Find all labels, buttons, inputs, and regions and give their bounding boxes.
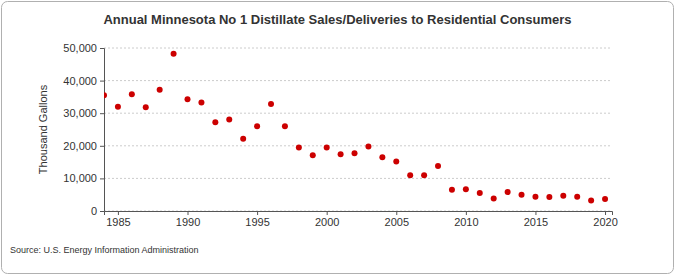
x-tick-mark [466,211,467,215]
title: Annual Minnesota No 1 Distillate Sales/D… [103,12,571,27]
x-tick: 1985 [106,211,130,228]
point [240,136,246,142]
point [421,172,427,178]
point [477,190,483,196]
point [324,144,330,150]
point [560,193,566,199]
point [379,154,385,160]
y-tick-mark [100,48,104,49]
y-tick-mark [100,81,104,82]
y-tick: 20,000 [63,140,104,152]
y-axis-line [100,49,105,212]
points [104,51,608,204]
point [532,194,538,200]
grid [104,48,612,211]
y-tick: 10,000 [63,172,104,184]
grid-line [104,178,612,179]
frame [2,2,674,274]
point [407,172,413,178]
x-tick: 1990 [176,211,200,228]
grid-line [104,145,612,146]
x-tick: 2020 [593,211,617,228]
y-axis-title: Thousand Gallons [37,84,49,174]
point [449,187,455,193]
y-tick-label: 50,000 [63,42,97,54]
x-tick-mark [118,211,119,215]
x-tick-label: 2005 [385,216,409,228]
point [226,116,232,122]
point [185,96,191,102]
point [463,186,469,192]
chart: Annual Minnesota No 1 Distillate Sales/D… [0,0,675,275]
x-tick-mark [327,211,328,215]
x-axis-line [105,212,613,216]
point [115,104,121,110]
y-tick-label: 20,000 [63,140,97,152]
x-tick-mark [605,211,606,215]
point [212,119,218,125]
point [588,198,594,204]
point [310,152,316,158]
x-tick-label: 2020 [593,216,617,228]
y-tick: 50,000 [63,42,104,54]
y-tick-mark [100,211,104,212]
x-axis: 1985 1990 1995 2000 2005 2010 2015 2020 [105,211,618,228]
point [393,158,399,164]
point [143,104,149,110]
y-tick-mark [100,146,104,147]
y-tick-label: 10,000 [63,172,97,184]
x-tick-label: 2010 [454,216,478,228]
point [546,194,552,200]
x-tick-label: 2015 [524,216,548,228]
point [157,87,163,93]
point [602,196,608,202]
y-tick: 40,000 [63,75,104,87]
y-tick-mark [100,178,104,179]
grid-line [104,48,612,49]
point [171,51,177,57]
y-tick-mark [100,113,104,114]
x-tick-mark [396,211,397,215]
x-tick-label: 1985 [106,216,130,228]
point [491,196,497,202]
point [519,192,525,198]
y-tick-label: 30,000 [63,107,97,119]
x-tick-mark [535,211,536,215]
point [352,150,358,156]
y-tick-label: 0 [91,205,97,217]
point [574,194,580,200]
x-tick-label: 2000 [315,216,339,228]
x-tick: 2005 [385,211,409,228]
point [505,189,511,195]
x-tick: 1995 [245,211,269,228]
x-tick: 2000 [315,211,339,228]
point [296,144,302,150]
x-tick-mark [188,211,189,215]
x-tick-mark [257,211,258,215]
point [282,123,288,129]
point [129,91,135,97]
source: Source: U.S. Energy Information Administ… [10,245,199,255]
point [104,92,107,98]
point [435,163,441,169]
y-tick: 0 [91,205,104,217]
x-tick-label: 1990 [176,216,200,228]
grid-line [104,113,612,114]
point [254,123,260,129]
y-tick: 30,000 [63,107,104,119]
y-tick-label: 40,000 [63,75,97,87]
x-tick: 2015 [524,211,548,228]
grid-line [104,80,612,81]
x-tick: 2010 [454,211,478,228]
point [268,101,274,107]
point [338,151,344,157]
point [365,143,371,149]
x-tick-label: 1995 [245,216,269,228]
point [198,99,204,105]
y-axis: 0 10,000 20,000 30,000 40,000 50,000 [63,42,104,217]
